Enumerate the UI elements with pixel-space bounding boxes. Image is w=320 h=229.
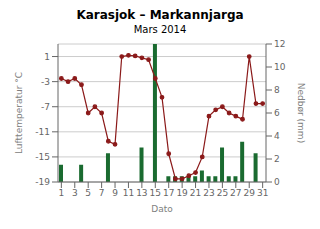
svg-text:19: 19 (176, 188, 188, 198)
svg-text:Lufttemperatur °C: Lufttemperatur °C (14, 72, 24, 154)
svg-text:6: 6 (274, 108, 280, 118)
svg-text:1: 1 (58, 188, 64, 198)
svg-text:21: 21 (190, 188, 201, 198)
svg-text:10: 10 (274, 62, 286, 72)
svg-text:7: 7 (99, 188, 105, 198)
svg-text:1: 1 (44, 52, 50, 62)
svg-text:15: 15 (150, 188, 161, 198)
svg-text:Dato: Dato (151, 204, 173, 214)
svg-text:8: 8 (274, 85, 280, 95)
svg-text:17: 17 (163, 188, 174, 198)
svg-text:-15: -15 (35, 152, 50, 162)
svg-text:25: 25 (217, 188, 228, 198)
svg-text:11: 11 (123, 188, 134, 198)
svg-text:29: 29 (243, 188, 255, 198)
svg-text:2: 2 (274, 154, 280, 164)
svg-text:-19: -19 (35, 177, 50, 187)
svg-text:0: 0 (274, 177, 280, 187)
svg-text:5: 5 (85, 188, 91, 198)
svg-text:9: 9 (112, 188, 118, 198)
html-text:Karasjok – Markannjarga: Karasjok – Markannjarga (76, 8, 244, 22)
svg-text:-3: -3 (41, 77, 50, 87)
svg-text:12: 12 (274, 39, 285, 49)
svg-text:23: 23 (203, 188, 214, 198)
svg-text:4: 4 (274, 131, 280, 141)
html-text:Mars 2014: Mars 2014 (133, 24, 187, 35)
svg-text:Nedbør (mm): Nedbør (mm) (296, 83, 306, 143)
svg-text:27: 27 (230, 188, 241, 198)
svg-text:3: 3 (72, 188, 78, 198)
svg-text:-7: -7 (41, 102, 50, 112)
svg-text:13: 13 (136, 188, 147, 198)
svg-text:31: 31 (257, 188, 268, 198)
svg-text:-11: -11 (35, 127, 50, 137)
